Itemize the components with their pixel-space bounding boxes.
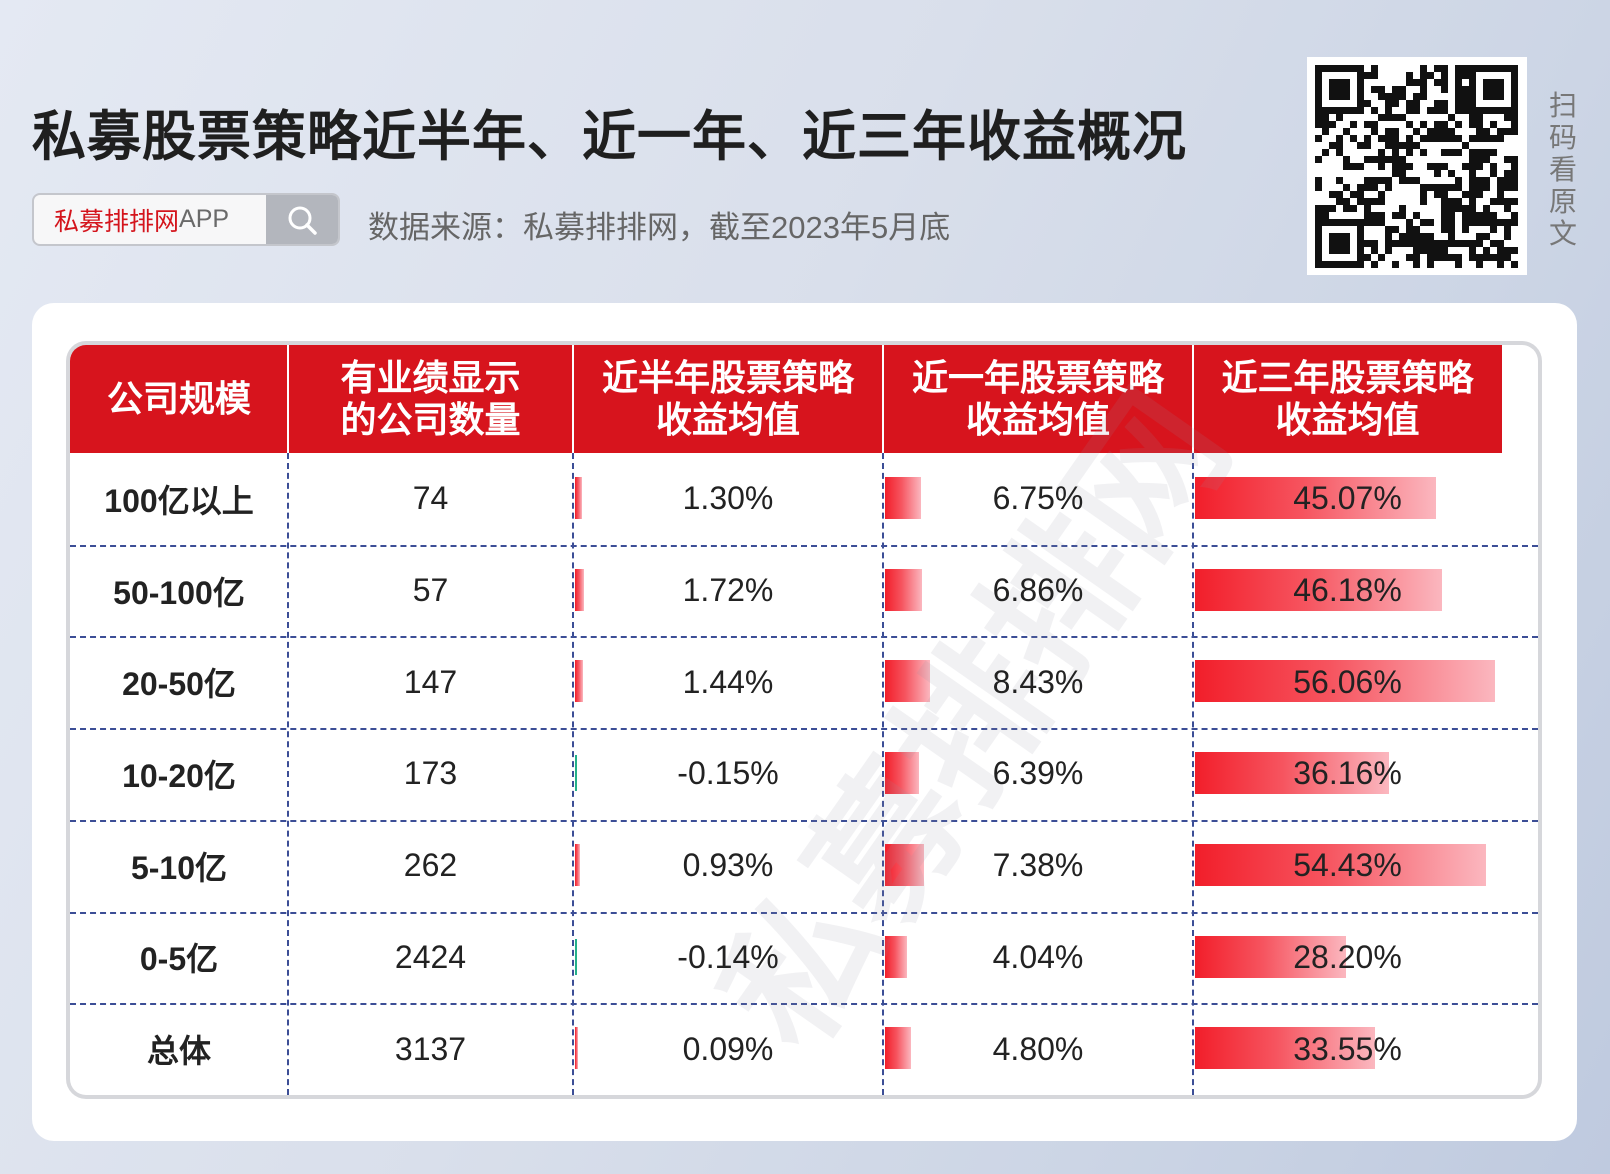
column-header: 公司规模: [70, 345, 288, 453]
return-value-cell: 36.16%: [1293, 755, 1402, 792]
company-count-cell: 173: [403, 755, 458, 792]
return-value-cell: 4.80%: [992, 1030, 1084, 1067]
returns-table: 私募排排网 公司规模 有业绩显示 的公司数量 近半年股票策略 收益均值 近一年股票策略…: [70, 345, 1538, 1095]
data-source-note: 数据来源：私募排排网，截至2023年5月底: [368, 210, 951, 245]
return-value-cell: -0.15%: [677, 755, 779, 792]
column-header: 近三年股票策略 收益均值: [1193, 345, 1502, 453]
column-divider: [1192, 453, 1194, 1095]
return-value-cell: 4.04%: [992, 938, 1084, 975]
app-name: 私募排排网 APP: [34, 195, 266, 244]
return-bar: [1195, 843, 1487, 886]
row-divider: [70, 1003, 1538, 1006]
return-value-cell: 56.06%: [1293, 663, 1402, 700]
return-value-cell: 6.39%: [992, 755, 1084, 792]
return-value-cell: 7.38%: [992, 847, 1084, 884]
return-bar: [1195, 935, 1346, 978]
return-bar: [885, 568, 922, 611]
return-bar: [575, 938, 577, 975]
scan-to-read-label: 扫码看原文: [1548, 90, 1577, 249]
column-header: 近半年股票策略 收益均值: [573, 345, 883, 453]
return-value-cell: 28.20%: [1293, 938, 1402, 975]
return-value-cell: 1.44%: [682, 663, 774, 700]
app-search-box[interactable]: 私募排排网 APP: [32, 193, 340, 246]
page-title: 私募股票策略近半年、近一年、近三年收益概况: [32, 107, 1187, 167]
return-bar: [575, 755, 577, 792]
company-count-cell: 147: [403, 663, 458, 700]
return-value-cell: 6.86%: [992, 572, 1084, 609]
header-divider: [287, 345, 289, 453]
app-name-suffix: APP: [179, 205, 230, 233]
search-icon: [288, 206, 317, 235]
return-bar: [575, 843, 580, 886]
return-value-cell: 1.72%: [682, 572, 774, 609]
return-value-cell: 0.93%: [682, 847, 774, 884]
company-count-cell: 57: [412, 572, 449, 609]
header-divider: [572, 345, 574, 453]
return-bar: [885, 477, 922, 519]
company-size-cell: 100亿以上: [104, 482, 254, 519]
return-bar: [1195, 752, 1389, 795]
company-size-cell: 50-100亿: [113, 574, 245, 611]
return-bar: [885, 843, 925, 886]
return-value-cell: 1.30%: [682, 480, 774, 517]
return-value-cell: 33.55%: [1293, 1030, 1402, 1067]
return-bar: [575, 568, 585, 611]
return-value-cell: 46.18%: [1293, 572, 1402, 609]
company-size-cell: 0-5亿: [139, 941, 219, 978]
return-bar: [1195, 568, 1443, 611]
search-button[interactable]: [266, 195, 338, 244]
return-value-cell: 0.09%: [682, 1030, 774, 1067]
company-size-cell: 10-20亿: [122, 757, 236, 794]
return-value-cell: 6.75%: [992, 480, 1084, 517]
return-bar: [885, 752, 920, 795]
return-bar: [885, 660, 931, 703]
column-header: 近一年股票策略 收益均值: [883, 345, 1193, 453]
header-divider: [1192, 345, 1194, 453]
return-bar: [575, 660, 583, 703]
return-bar: [575, 1027, 578, 1070]
row-divider: [70, 819, 1538, 822]
row-divider: [70, 636, 1538, 639]
return-bar: [575, 477, 582, 519]
qr-code-image[interactable]: [1307, 57, 1527, 275]
header-divider: [882, 345, 884, 453]
row-divider: [70, 544, 1538, 547]
column-divider: [572, 453, 574, 1095]
return-bar: [885, 935, 907, 978]
return-bar: [1195, 1027, 1375, 1070]
column-divider: [882, 453, 884, 1095]
table-card: 私募排排网 公司规模 有业绩显示 的公司数量 近半年股票策略 收益均值 近一年股票策略…: [32, 303, 1577, 1141]
company-count-cell: 3137: [394, 1030, 467, 1067]
company-count-cell: 262: [403, 847, 458, 884]
company-count-cell: 74: [412, 480, 449, 517]
company-size-cell: 总体: [146, 1033, 211, 1070]
row-divider: [70, 911, 1538, 914]
return-bar: [1195, 660, 1495, 703]
return-bar: [885, 1027, 911, 1070]
return-value-cell: 54.43%: [1293, 847, 1402, 884]
company-size-cell: 5-10亿: [130, 849, 228, 886]
return-bar: [1195, 477, 1437, 519]
column-header: 有业绩显示 的公司数量: [288, 345, 573, 453]
app-name-brand: 私募排排网: [54, 207, 180, 236]
return-value-cell: 45.07%: [1293, 480, 1402, 517]
column-divider: [287, 453, 289, 1095]
return-value-cell: -0.14%: [677, 938, 779, 975]
return-value-cell: 8.43%: [992, 663, 1084, 700]
row-divider: [70, 728, 1538, 731]
company-count-cell: 2424: [394, 938, 467, 975]
company-size-cell: 20-50亿: [122, 666, 236, 703]
